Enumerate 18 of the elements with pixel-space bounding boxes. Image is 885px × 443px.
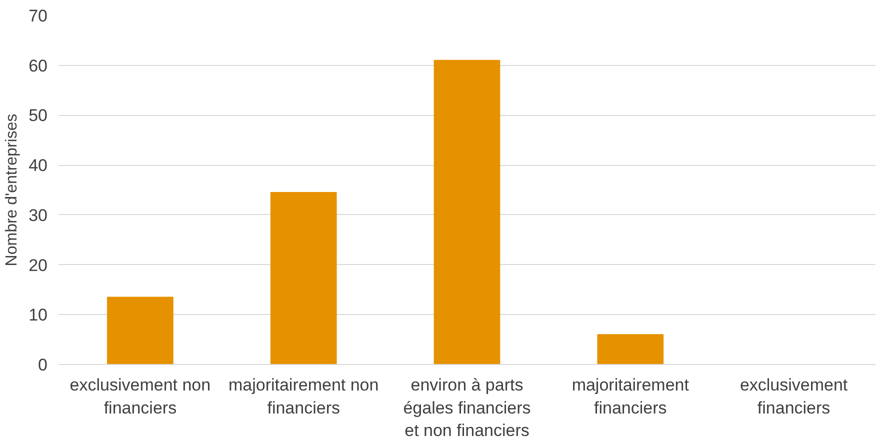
bar bbox=[434, 60, 500, 364]
y-axis-title: Nombre d'entreprises bbox=[4, 114, 21, 266]
x-tick-label: exclusivement financiers bbox=[740, 376, 848, 418]
y-tick-label: 60 bbox=[28, 56, 48, 76]
y-tick-label: 40 bbox=[28, 156, 48, 176]
bar bbox=[597, 334, 664, 364]
bar bbox=[270, 192, 337, 364]
x-tick-label: majoritairement financiers bbox=[572, 376, 690, 418]
bar bbox=[107, 296, 174, 364]
x-tick-label: environ à parts égales financiers et non financiers bbox=[403, 376, 531, 440]
y-tick-label: 70 bbox=[28, 6, 48, 26]
x-tick-label: exclusivement non financiers bbox=[70, 376, 211, 418]
x-tick-label: majoritairement non financiers bbox=[228, 376, 379, 418]
y-tick-label: 30 bbox=[28, 206, 48, 225]
y-tick-label: 0 bbox=[38, 356, 48, 374]
y-tick-label: 10 bbox=[28, 306, 48, 325]
y-tick-label: 50 bbox=[28, 106, 48, 126]
y-tick-label: 20 bbox=[28, 256, 48, 275]
